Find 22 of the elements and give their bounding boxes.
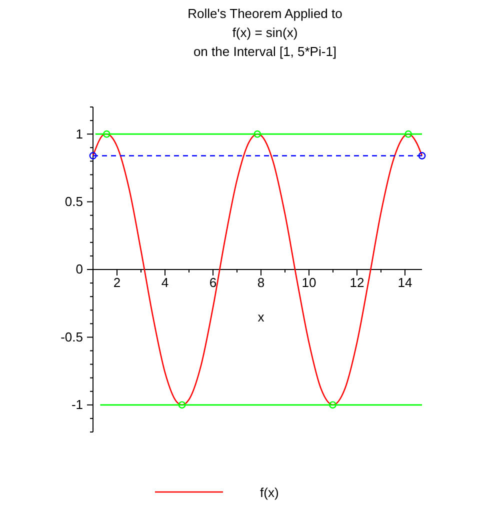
point (102, 130, 110, 138)
y-tick-label: -1 (71, 397, 83, 412)
y-tick-label: 0 (76, 262, 83, 277)
x-tick-label: 12 (350, 274, 364, 290)
x-tick-label: 8 (257, 274, 265, 290)
x-tick-label: 10 (302, 274, 316, 290)
point (329, 401, 336, 409)
point (418, 152, 426, 160)
y-tick-label: 0.5 (64, 194, 83, 209)
x-tick-label: 14 (398, 274, 412, 290)
y-tick-label: -0.5 (60, 329, 83, 344)
point (178, 401, 186, 409)
text: f(x) (260, 485, 279, 500)
point (404, 130, 412, 138)
point (89, 152, 97, 160)
x-axis-title: x (258, 310, 265, 324)
point (254, 130, 262, 138)
x-tick-label: 6 (209, 274, 217, 290)
x-tick-label: 2 (113, 274, 121, 290)
chart-title: Rolle's Theorem Applied to f(x) = sin(x) on the Interval [1, 5*Pi-1] (188, 6, 342, 59)
y-tick-label: 1 (76, 126, 83, 142)
x-tick-label: 4 (161, 274, 169, 290)
